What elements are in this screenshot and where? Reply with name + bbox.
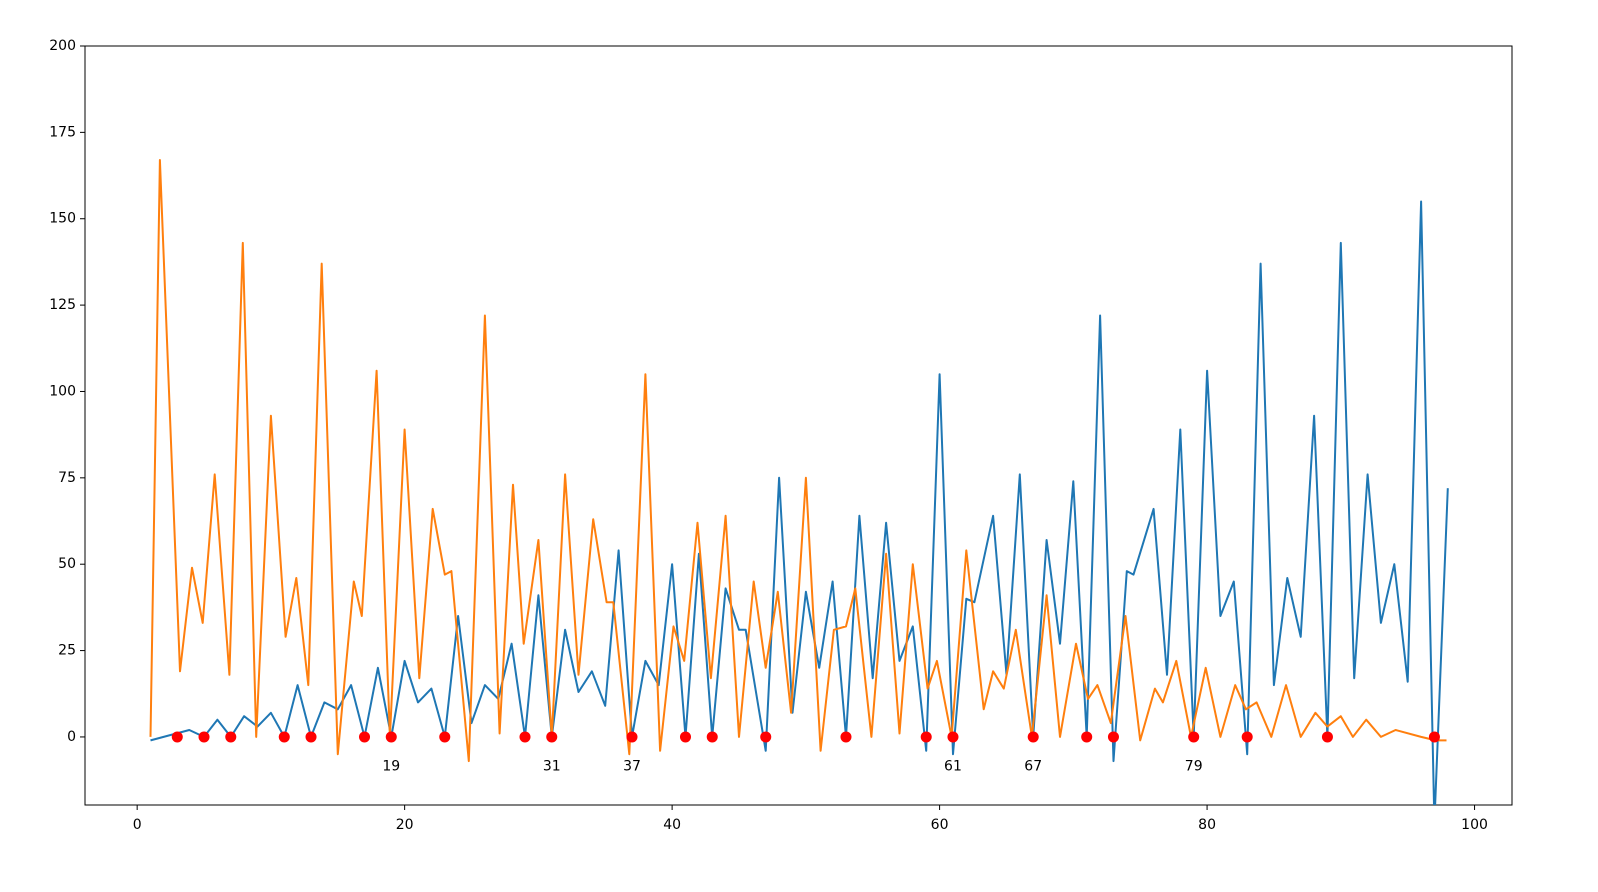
- annotation: 37: [623, 758, 641, 774]
- y-tick-label: 200: [49, 38, 76, 54]
- annotation: 67: [1024, 758, 1042, 774]
- y-tick-label: 50: [58, 556, 76, 572]
- x-tick-label: 0: [133, 817, 142, 833]
- prime-marker: [359, 731, 371, 743]
- prime-marker: [385, 731, 397, 743]
- prime-marker: [947, 731, 959, 743]
- y-tick-label: 100: [49, 383, 76, 399]
- y-tick-label: 175: [49, 124, 76, 140]
- y-tick-label: 75: [58, 470, 76, 486]
- prime-marker: [198, 731, 210, 743]
- y-tick-label: 25: [58, 643, 76, 659]
- prime-marker: [519, 731, 531, 743]
- x-tick-label: 40: [663, 817, 681, 833]
- prime-marker: [1428, 731, 1440, 743]
- prime-marker: [546, 731, 558, 743]
- prime-marker: [679, 731, 691, 743]
- annotation: 79: [1185, 758, 1203, 774]
- prime-marker: [1188, 731, 1200, 743]
- prime-marker: [278, 731, 290, 743]
- x-tick-label: 20: [396, 817, 414, 833]
- prime-marker: [171, 731, 183, 743]
- prime-marker: [1241, 731, 1253, 743]
- line-series: [150, 200, 1449, 805]
- prime-marker: [305, 731, 317, 743]
- prime-marker: [1321, 731, 1333, 743]
- prime-marker: [760, 731, 772, 743]
- x-tick-label: 80: [1198, 817, 1216, 833]
- y-tick-label: 0: [67, 729, 76, 745]
- line-series: [149, 159, 1447, 763]
- annotation: 61: [944, 758, 962, 774]
- annotation: 31: [543, 758, 561, 774]
- prime-marker: [1027, 731, 1039, 743]
- prime-marker: [840, 731, 852, 743]
- y-tick-label: 150: [49, 211, 76, 227]
- prime-marker: [1107, 731, 1119, 743]
- prime-marker: [626, 731, 638, 743]
- prime-marker: [706, 731, 718, 743]
- x-tick-label: 100: [1461, 817, 1488, 833]
- prime-marker: [1081, 731, 1093, 743]
- y-tick-label: 125: [49, 297, 76, 313]
- plot-frame: [84, 45, 1513, 806]
- prime-marker: [439, 731, 451, 743]
- plot-area: [149, 159, 1449, 805]
- prime-marker: [920, 731, 932, 743]
- prime-marker: [225, 731, 237, 743]
- x-tick-label: 60: [931, 817, 949, 833]
- annotation: 19: [382, 758, 400, 774]
